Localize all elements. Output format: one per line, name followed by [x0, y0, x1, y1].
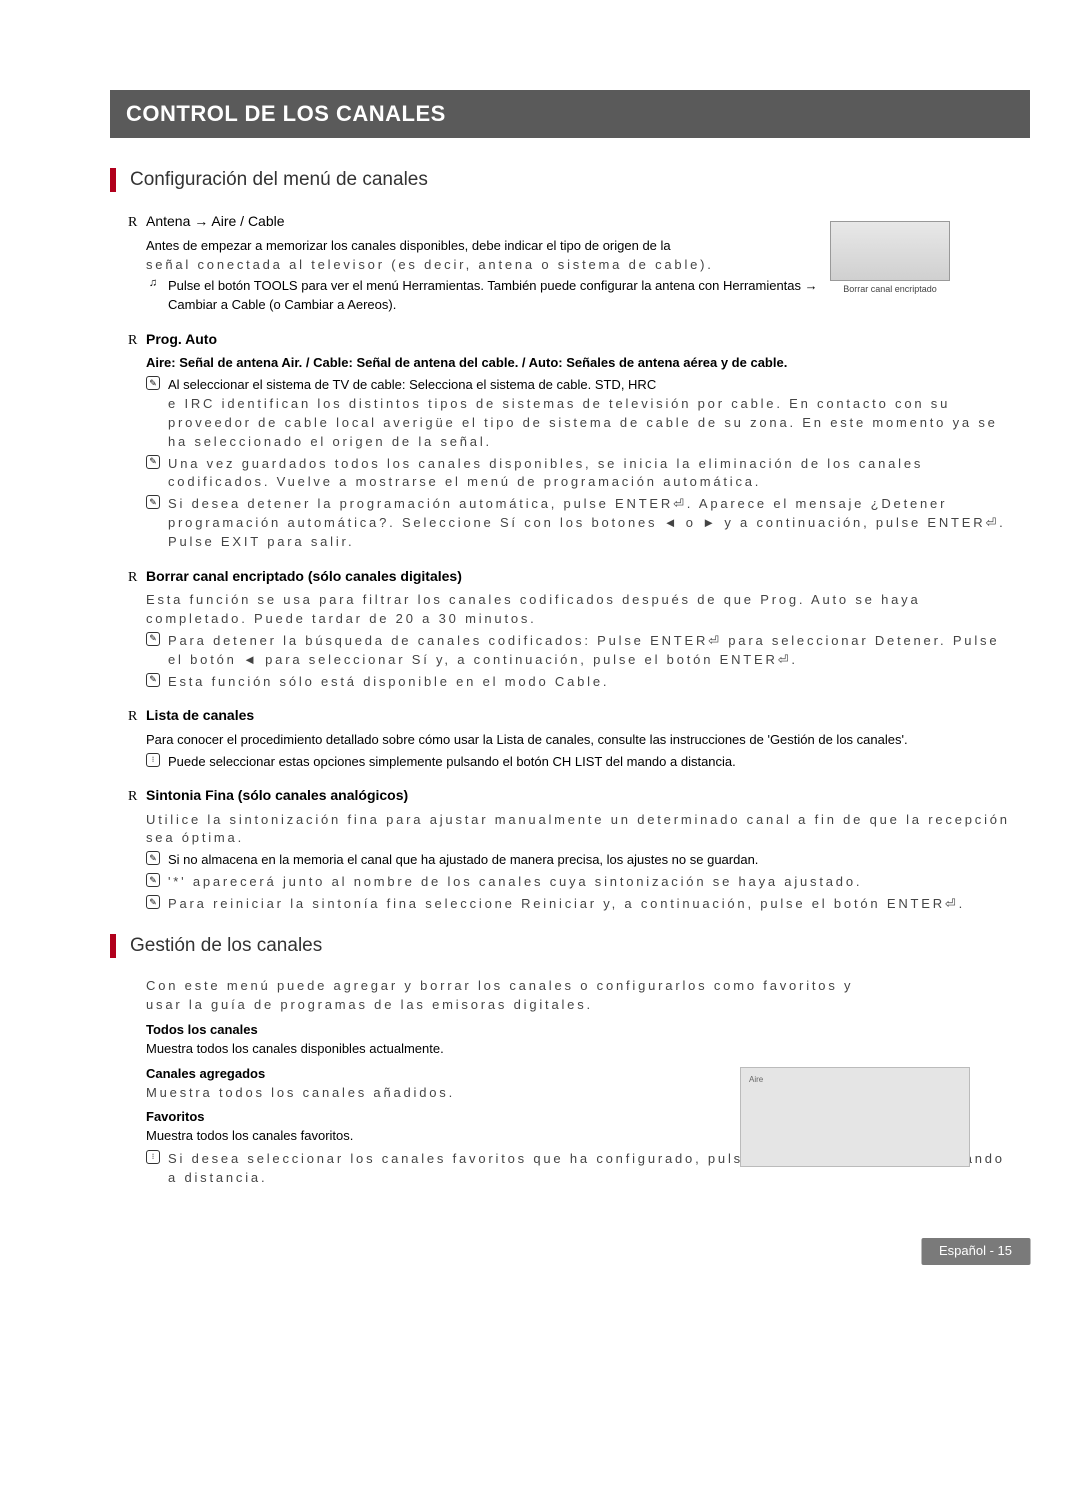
antena-p1: Antes de empezar a memorizar los canales… — [146, 237, 866, 256]
note-icon: ✎ — [146, 632, 168, 646]
tv-placeholder: Aire — [740, 1067, 970, 1167]
remote-icon: ⁝ — [146, 753, 168, 767]
section-1-heading: Configuración del menú de canales — [130, 166, 428, 194]
antena-title: Antena → Aire / Cable — [146, 211, 285, 231]
gestion-t1: Todos los canales — [146, 1021, 1010, 1040]
tv-label: Aire — [749, 1074, 763, 1086]
lista-r1: Puede seleccionar estas opciones simplem… — [168, 753, 1010, 772]
accent-bar — [110, 168, 116, 192]
bullet-mark: R — [128, 213, 146, 233]
lista-title: Lista de canales — [146, 705, 254, 725]
prog-auto-n3: Si desea detener la programación automát… — [168, 495, 1010, 552]
section-1-content: Borrar canal encriptado R Antena → Aire … — [128, 211, 1010, 913]
sintonia-n3: Para reiniciar la sintonía fina seleccio… — [168, 895, 1010, 914]
sintonia-title: Sintonia Fina (sólo canales analógicos) — [146, 785, 408, 805]
sintonia-n1: Si no almacena en la memoria el canal qu… — [168, 851, 1010, 870]
prog-auto-n2: Una vez guardados todos los canales disp… — [168, 455, 1010, 493]
antena-p1b: señal conectada al televisor (es decir, … — [146, 256, 866, 275]
prog-auto-n1: Al seleccionar el sistema de TV de cable… — [168, 376, 1010, 451]
sintonia-n2: '*' aparecerá junto al nombre de los can… — [168, 873, 1010, 892]
illustration-caption: Borrar canal encriptado — [830, 283, 950, 296]
note-icon: ✎ — [146, 851, 168, 865]
bullet-mark: R — [128, 331, 146, 351]
note-icon: ✎ — [146, 673, 168, 687]
page-title-text: CONTROL DE LOS CANALES — [126, 101, 446, 126]
gestion-t1d: Muestra todos los canales disponibles ac… — [146, 1040, 1010, 1059]
antena-tool-text: Pulse el botón TOOLS para ver el menú He… — [168, 277, 866, 315]
item-prog-auto: R Prog. Auto Aire: Señal de antena Air. … — [128, 329, 1010, 552]
lista-p1: Para conocer el procedimiento detallado … — [146, 731, 1010, 750]
item-lista: R Lista de canales Para conocer el proce… — [128, 705, 1010, 771]
illustration-placeholder — [830, 221, 950, 281]
item-sintonia: R Sintonia Fina (sólo canales analógicos… — [128, 785, 1010, 914]
borrar-p1: Esta función se usa para filtrar los can… — [146, 591, 1010, 629]
tools-icon: ♫ — [146, 277, 168, 291]
bullet-mark: R — [128, 707, 146, 727]
item-borrar: R Borrar canal encriptado (sólo canales … — [128, 566, 1010, 692]
footer-text: Español - 15 — [939, 1243, 1012, 1258]
note-icon: ✎ — [146, 376, 168, 390]
footer-page-badge: Español - 15 — [921, 1238, 1030, 1265]
section-heading-row-2: Gestión de los canales — [110, 932, 1030, 960]
note-icon: ✎ — [146, 455, 168, 469]
remote-icon: ⁝ — [146, 1150, 168, 1164]
tv-illustration: Aire — [740, 1067, 970, 1169]
note-icon: ✎ — [146, 873, 168, 887]
side-illustration-top: Borrar canal encriptado — [830, 221, 950, 296]
borrar-n1: Para detener la búsqueda de canales codi… — [168, 632, 1010, 670]
section-heading-row-1: Configuración del menú de canales — [110, 166, 1030, 194]
section-2-content: Aire Con este menú puede agregar y borra… — [128, 977, 1010, 1187]
sintonia-p1: Utilice la sintonización fina para ajust… — [146, 811, 1010, 849]
gestion-p1: Con este menú puede agregar y borrar los… — [146, 977, 866, 1015]
prog-auto-bold: Aire: Señal de antena Air. / Cable: Seña… — [146, 354, 1010, 373]
bullet-mark: R — [128, 568, 146, 588]
prog-auto-n1a: Al seleccionar el sistema de TV de cable… — [168, 377, 656, 392]
section-2-heading: Gestión de los canales — [130, 932, 322, 960]
page-title-bar: CONTROL DE LOS CANALES — [110, 90, 1030, 138]
borrar-n2: Esta función sólo está disponible en el … — [168, 673, 1010, 692]
prog-auto-n1b: e IRC identifican los distintos tipos de… — [168, 396, 998, 449]
note-icon: ✎ — [146, 495, 168, 509]
note-icon: ✎ — [146, 895, 168, 909]
accent-bar — [110, 934, 116, 958]
bullet-mark: R — [128, 787, 146, 807]
borrar-title: Borrar canal encriptado (sólo canales di… — [146, 566, 462, 586]
prog-auto-title: Prog. Auto — [146, 329, 217, 349]
